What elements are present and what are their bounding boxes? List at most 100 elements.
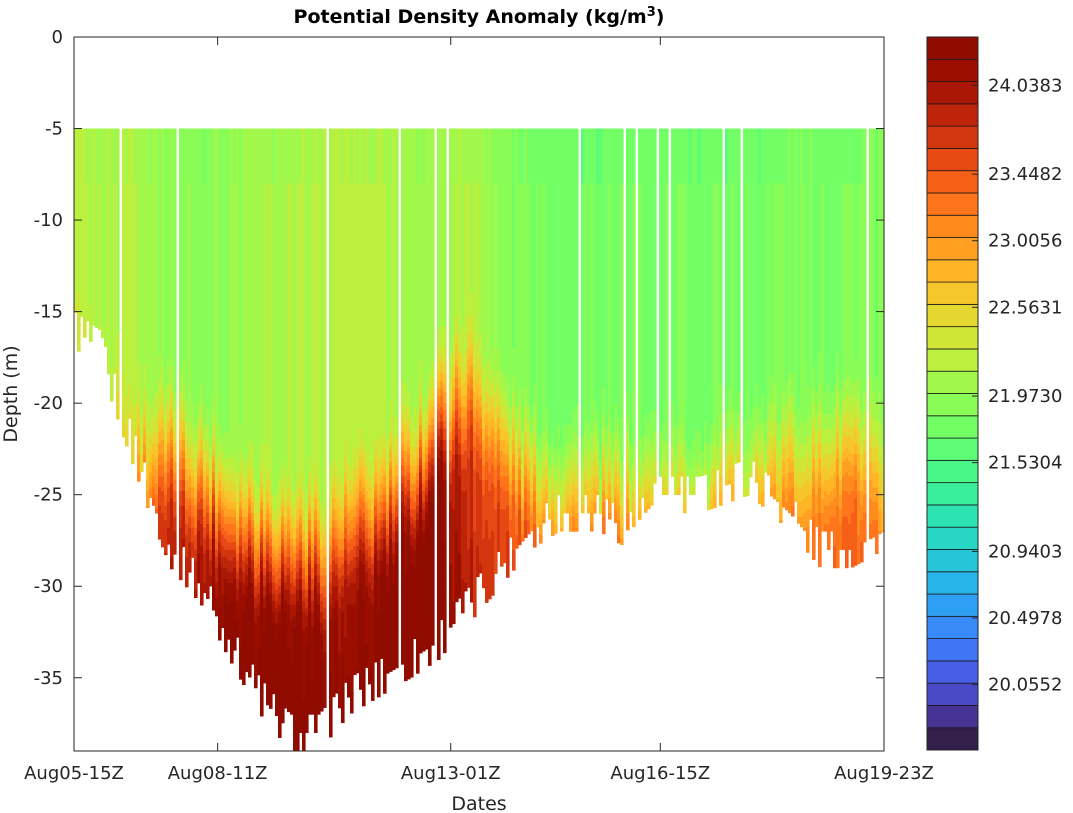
- density-cell: [605, 483, 609, 495]
- density-cell: [485, 480, 489, 521]
- density-cell: [293, 593, 297, 605]
- density-cell: [173, 531, 177, 555]
- density-cell: [332, 571, 336, 587]
- density-cell: [440, 406, 444, 415]
- density-cell: [758, 406, 762, 426]
- density-cell: [422, 491, 426, 503]
- density-cell: [857, 377, 861, 400]
- density-cell: [530, 458, 534, 474]
- density-cell: [236, 545, 240, 554]
- density-cell: [665, 487, 669, 495]
- density-cell: [830, 428, 834, 444]
- density-cell: [797, 428, 801, 444]
- density-cell: [569, 505, 573, 517]
- density-cell: [872, 487, 876, 503]
- profile-column: [353, 128, 357, 676]
- density-cell: [476, 436, 480, 452]
- density-cell: [575, 403, 579, 437]
- density-cell: [575, 476, 579, 488]
- density-cell: [458, 417, 462, 430]
- density-cell: [263, 575, 267, 587]
- density-cell: [302, 520, 306, 532]
- density-cell: [881, 513, 885, 532]
- density-cell: [872, 432, 876, 448]
- density-cell: [842, 436, 846, 452]
- density-cell: [227, 571, 231, 583]
- y-tick-label: -10: [34, 210, 63, 231]
- density-cell: [557, 483, 561, 495]
- density-cell: [236, 560, 240, 572]
- density-cell: [209, 549, 213, 561]
- density-cell: [770, 447, 774, 463]
- density-cell: [419, 472, 423, 484]
- density-cell: [221, 472, 225, 484]
- density-cell: [383, 432, 387, 448]
- density-cell: [275, 622, 279, 642]
- density-cell: [512, 128, 516, 349]
- density-cell: [830, 128, 834, 393]
- density-cell: [857, 414, 861, 430]
- density-cell: [260, 472, 264, 484]
- density-cell: [881, 447, 885, 466]
- density-cell: [209, 560, 213, 576]
- density-cell: [185, 534, 189, 558]
- density-cell: [341, 611, 345, 657]
- density-cell: [473, 432, 477, 448]
- density-cell: [869, 523, 873, 540]
- density-cell: [872, 461, 876, 474]
- density-cell: [680, 443, 684, 459]
- density-cell: [410, 498, 414, 510]
- density-cell: [266, 520, 270, 528]
- density-cell: [137, 128, 141, 364]
- profile-column: [533, 128, 537, 548]
- density-cell: [272, 128, 276, 184]
- density-cell: [359, 128, 363, 430]
- profile-column: [365, 128, 369, 668]
- density-cell: [278, 626, 282, 738]
- density-cell: [548, 476, 552, 492]
- density-cell: [599, 494, 603, 506]
- density-cell: [878, 472, 882, 492]
- density-cell: [476, 373, 480, 386]
- density-cell: [749, 128, 753, 419]
- colorbar-band: [926, 459, 979, 484]
- density-cell: [395, 458, 399, 466]
- density-cell: [191, 403, 195, 430]
- density-cell: [299, 542, 303, 550]
- density-cell: [362, 454, 366, 466]
- density-cell: [368, 545, 372, 558]
- profile-column: [761, 128, 765, 507]
- density-cell: [455, 388, 459, 400]
- profile-column: [734, 128, 738, 464]
- density-cell: [254, 622, 258, 679]
- density-cell: [464, 469, 468, 492]
- density-cell: [527, 421, 531, 433]
- density-cell: [851, 384, 855, 404]
- density-cell: [863, 128, 867, 393]
- density-cell: [539, 502, 543, 514]
- density-cell: [506, 465, 510, 477]
- density-cell: [428, 461, 432, 474]
- density-cell: [365, 549, 369, 561]
- density-cell: [167, 472, 171, 488]
- density-cell: [308, 545, 312, 558]
- density-cell: [185, 523, 189, 536]
- density-cell: [464, 395, 468, 408]
- profile-column: [680, 128, 684, 477]
- density-cell: [827, 384, 831, 415]
- density-cell: [236, 128, 240, 474]
- density-cell: [608, 183, 612, 419]
- density-cell: [179, 469, 183, 481]
- density-cell: [608, 461, 612, 474]
- density-cell: [509, 472, 513, 484]
- density-cell: [518, 458, 522, 470]
- density-cell: [356, 556, 360, 569]
- density-cell: [401, 381, 405, 404]
- density-cell: [755, 443, 759, 455]
- density-cell: [185, 436, 189, 448]
- density-cell: [395, 531, 399, 543]
- density-cell: [554, 523, 558, 534]
- density-cell: [593, 128, 597, 400]
- profile-column: [152, 128, 156, 506]
- density-cell: [305, 564, 309, 576]
